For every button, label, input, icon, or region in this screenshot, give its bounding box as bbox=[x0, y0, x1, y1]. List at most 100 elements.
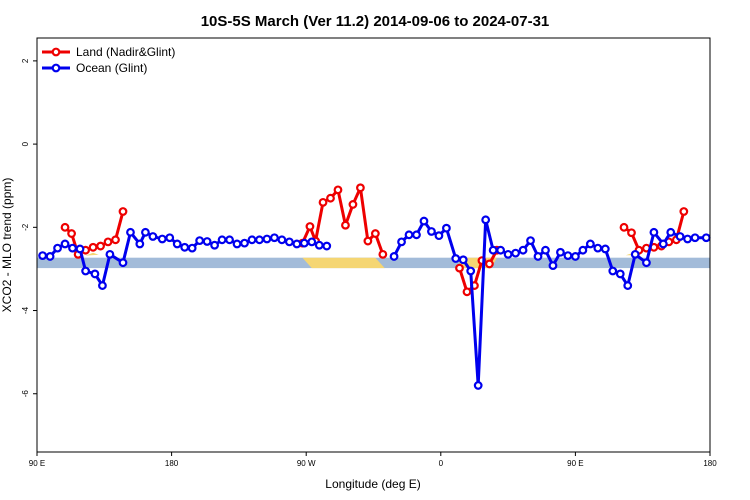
series-0-point-1-1 bbox=[305, 222, 315, 231]
series-1-point-0-0 bbox=[38, 251, 48, 261]
series-1-point-1-20 bbox=[541, 245, 550, 255]
series-0-point-1-8 bbox=[356, 183, 365, 193]
series-1-point-0-29 bbox=[262, 234, 272, 244]
x-tick-label-5: 180 bbox=[703, 459, 717, 468]
series-1-point-1-40 bbox=[701, 233, 711, 243]
series-1-point-0-24 bbox=[225, 235, 234, 245]
series-1-point-0-8 bbox=[98, 281, 107, 290]
series-0-point-1-9 bbox=[363, 236, 373, 246]
series-1-point-0-18 bbox=[180, 242, 190, 252]
series-1-point-1-31 bbox=[623, 281, 633, 290]
series-1-point-1-0 bbox=[389, 252, 399, 261]
chart-title: 10S-5S March (Ver 11.2) 2014-09-06 to 20… bbox=[201, 13, 550, 30]
series-0-point-0-0 bbox=[60, 222, 70, 232]
series-1-point-1-21 bbox=[548, 261, 558, 270]
legend-item-0: Land (Nadir&Glint) bbox=[42, 45, 175, 59]
series-1-point-0-15 bbox=[157, 234, 167, 244]
series-layer bbox=[38, 183, 711, 390]
series-0-point-0-8 bbox=[118, 207, 128, 216]
y-tick-label-2: -2 bbox=[21, 223, 30, 231]
series-1-point-1-12 bbox=[481, 215, 491, 225]
series-1-point-1-4 bbox=[419, 216, 429, 226]
series-1-point-0-26 bbox=[240, 238, 249, 248]
series-1-point-1-33 bbox=[642, 258, 651, 268]
series-1-point-1-22 bbox=[556, 247, 565, 257]
series-0-point-1-4 bbox=[326, 193, 335, 203]
legend-item-1: Ocean (Glint) bbox=[42, 61, 147, 75]
series-1-point-1-39 bbox=[690, 233, 700, 243]
series-1-point-1-19 bbox=[533, 252, 543, 261]
series-1-point-0-35 bbox=[307, 237, 317, 247]
y-tick-label-4: -6 bbox=[21, 390, 30, 398]
series-1-point-0-6 bbox=[81, 266, 91, 276]
series-1-point-1-15 bbox=[503, 249, 513, 259]
series-0-point-2-1 bbox=[462, 287, 472, 297]
series-1-point-0-37 bbox=[322, 241, 332, 251]
series-1-point-1-5 bbox=[427, 227, 436, 236]
series-1-point-0-27 bbox=[247, 235, 257, 245]
series-1-point-0-7 bbox=[90, 269, 100, 279]
series-1-point-0-4 bbox=[68, 243, 77, 253]
series-1-point-0-31 bbox=[277, 235, 287, 245]
series-0-point-1-3 bbox=[318, 197, 328, 207]
series-1 bbox=[38, 215, 711, 390]
series-1-point-0-1 bbox=[45, 252, 55, 261]
series-1-point-0-28 bbox=[255, 235, 264, 245]
plot-frame bbox=[36, 37, 711, 453]
series-0-point-1-11 bbox=[378, 249, 388, 259]
series-0-point-1-6 bbox=[341, 220, 350, 230]
series-1-point-1-28 bbox=[600, 244, 610, 254]
x-axis: 90 E 180 90 W 0 90 E 180 bbox=[29, 452, 717, 468]
series-1-point-1-8 bbox=[451, 254, 461, 263]
series-0-point-0-5 bbox=[96, 241, 105, 251]
series-0-point-1-7 bbox=[348, 200, 358, 209]
series-1-point-0-30 bbox=[270, 233, 279, 243]
series-1-point-1-38 bbox=[683, 234, 692, 244]
series-0-point-0-1 bbox=[67, 229, 76, 238]
series-1-point-1-13 bbox=[488, 245, 498, 255]
series-1-point-0-32 bbox=[284, 237, 294, 247]
series-1-point-0-13 bbox=[141, 227, 150, 237]
series-1-point-0-33 bbox=[292, 239, 302, 249]
plot-area bbox=[36, 37, 711, 453]
series-1-point-0-23 bbox=[217, 235, 227, 245]
series-1-point-0-16 bbox=[165, 233, 175, 243]
series-1-point-1-16 bbox=[511, 248, 520, 258]
series-1-point-0-25 bbox=[232, 239, 242, 249]
x-tick-label-3: 0 bbox=[439, 459, 444, 468]
series-0-point-0-4 bbox=[88, 242, 98, 252]
series-1-point-0-3 bbox=[60, 239, 70, 249]
series-1-point-0-9 bbox=[105, 249, 115, 259]
series-1-point-1-23 bbox=[563, 251, 573, 261]
series-1-point-0-2 bbox=[53, 243, 62, 253]
legend-label-0: Land (Nadir&Glint) bbox=[76, 45, 175, 59]
series-1-point-1-29 bbox=[608, 266, 618, 276]
series-0-point-0-6 bbox=[103, 237, 113, 247]
legend-marker-1 bbox=[51, 63, 61, 73]
series-1-point-0-19 bbox=[187, 243, 197, 253]
series-0 bbox=[60, 183, 689, 297]
series-1-point-1-1 bbox=[397, 237, 406, 247]
series-1-point-1-6 bbox=[434, 231, 444, 241]
series-1-point-1-18 bbox=[526, 236, 535, 246]
series-1-point-1-26 bbox=[585, 239, 595, 249]
series-1-point-1-35 bbox=[658, 239, 668, 249]
series-0-point-0-7 bbox=[111, 235, 120, 245]
series-1-point-0-20 bbox=[195, 236, 205, 246]
series-1-point-1-27 bbox=[593, 243, 603, 253]
x-tick-label-2: 90 W bbox=[297, 459, 316, 468]
x-axis-label: Longitude (deg E) bbox=[325, 477, 420, 491]
series-0-point-1-5 bbox=[333, 185, 343, 195]
series-1-point-1-14 bbox=[496, 245, 506, 255]
series-1-point-1-2 bbox=[404, 230, 414, 240]
y-axis: 2 0 -2 -4 -6 bbox=[21, 58, 37, 397]
series-1-point-0-17 bbox=[172, 239, 182, 249]
series-1-point-1-9 bbox=[458, 255, 468, 265]
series-1-point-0-5 bbox=[75, 244, 85, 254]
series-1-point-0-11 bbox=[126, 227, 135, 237]
legend-label-1: Ocean (Glint) bbox=[76, 61, 147, 75]
series-0-point-3-1 bbox=[627, 228, 636, 238]
series-0-point-3-0 bbox=[619, 222, 629, 232]
x-tick-label-1: 180 bbox=[165, 459, 179, 468]
legend: Land (Nadir&Glint) Ocean (Glint) bbox=[42, 45, 175, 75]
